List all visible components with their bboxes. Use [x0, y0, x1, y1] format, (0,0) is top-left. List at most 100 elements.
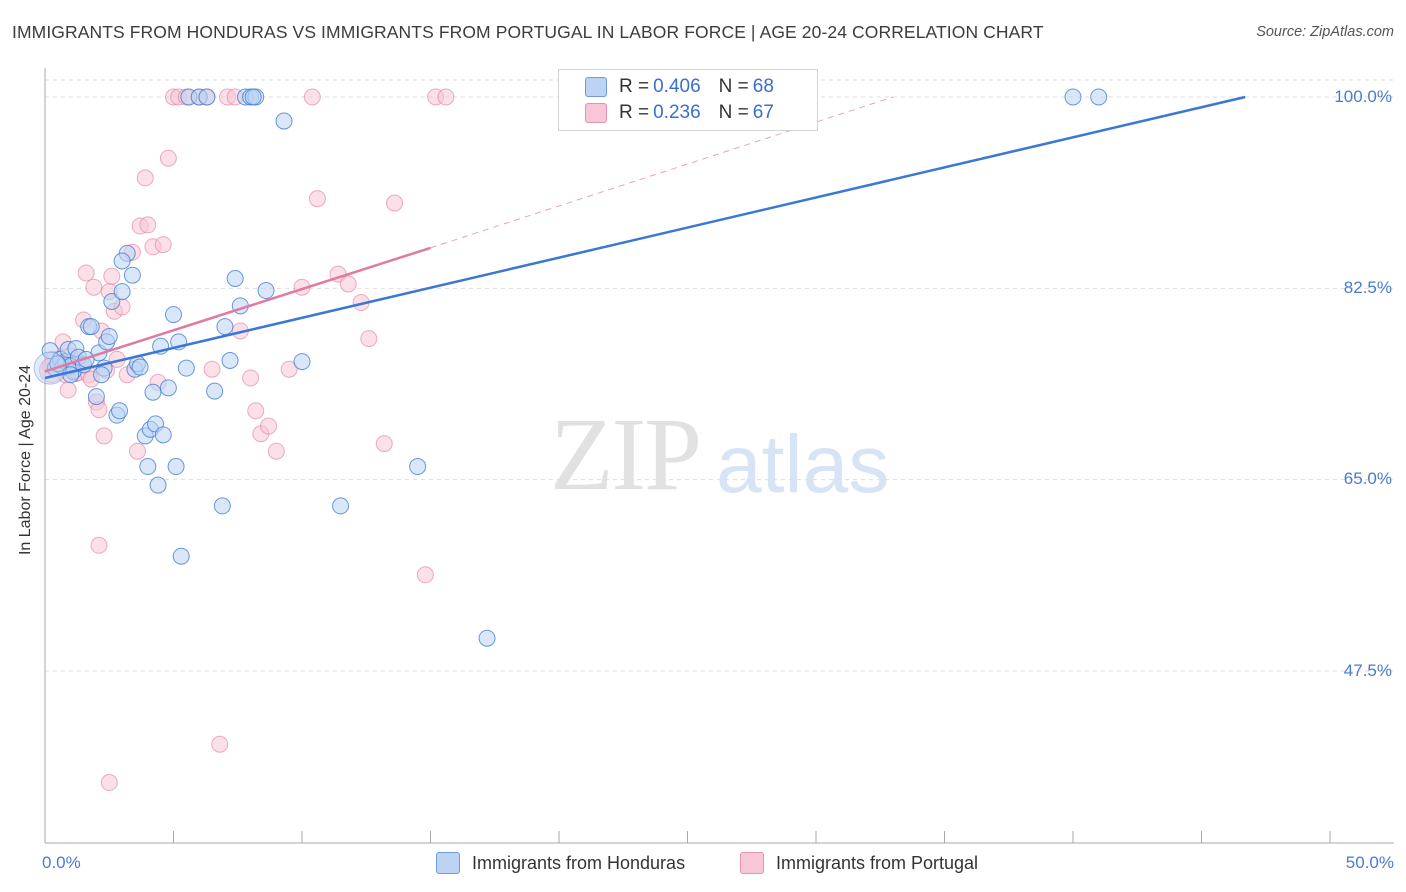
honduras-point: [154, 426, 172, 444]
axes: [44, 68, 1394, 844]
legend-row-portugal: R = 0.236 N = 67: [585, 101, 774, 125]
honduras-point: [149, 476, 167, 494]
honduras-point: [123, 266, 141, 284]
honduras-point: [213, 497, 231, 515]
portugal-point: [416, 566, 434, 584]
portugal-point: [360, 330, 378, 348]
honduras-point: [244, 88, 262, 106]
honduras-point: [172, 547, 190, 565]
honduras-point: [93, 366, 111, 384]
honduras-point: [409, 458, 427, 476]
y-tick-label: 100.0%: [1334, 87, 1392, 106]
y-tick-label: 65.0%: [1343, 469, 1392, 488]
portugal-swatch: [740, 852, 764, 874]
honduras-point: [1090, 88, 1108, 106]
portugal-point: [308, 190, 326, 208]
n-value: 67: [752, 102, 774, 123]
portugal-point: [95, 427, 113, 445]
legend-label: Immigrants from Honduras: [472, 852, 686, 873]
honduras-point: [131, 358, 149, 376]
portugal-point: [211, 735, 229, 753]
n-value: 68: [752, 76, 774, 97]
portugal-point: [280, 360, 298, 378]
honduras-point: [216, 318, 234, 336]
portugal-point: [375, 435, 393, 453]
portugal-point: [139, 216, 157, 234]
source-credit: Source: ZipAtlas.com: [1256, 24, 1394, 40]
honduras-point: [139, 458, 157, 476]
n-label: N =: [718, 76, 749, 97]
honduras-point: [226, 269, 244, 287]
honduras-swatch: [436, 852, 460, 874]
portugal-point: [154, 236, 172, 254]
y-axis-label: In Labor Force | Age 20-24: [17, 364, 34, 556]
honduras-point: [257, 282, 275, 300]
honduras-point: [332, 497, 350, 515]
portugal-point: [159, 149, 177, 167]
honduras-point: [144, 383, 162, 401]
portugal-trend-extension: [430, 96, 894, 249]
portugal-point: [260, 417, 278, 435]
chart-title: IMMIGRANTS FROM HONDURAS VS IMMIGRANTS F…: [12, 22, 1044, 42]
honduras-point: [221, 351, 239, 369]
honduras-point: [82, 318, 100, 336]
portugal-point: [100, 774, 118, 792]
legend-label: Immigrants from Portugal: [776, 852, 979, 873]
honduras-point: [293, 353, 311, 371]
y-tick-label: 82.5%: [1343, 278, 1392, 297]
x-tick-label-min: 0.0%: [42, 853, 81, 872]
honduras-point: [275, 112, 293, 130]
portugal-point: [136, 169, 154, 187]
honduras-trend-line: [44, 95, 1246, 380]
honduras-cluster-point: [33, 351, 67, 385]
honduras-point: [478, 629, 496, 647]
r-value: 0.406: [653, 76, 701, 97]
watermark-zip: ZIP: [550, 397, 702, 512]
legend-row-honduras: R = 0.406 N = 68: [585, 75, 774, 99]
watermark-atlas: atlas: [716, 419, 890, 510]
stats-legend: R = 0.406 N = 68 R = 0.236 N = 67: [558, 69, 818, 131]
honduras-point: [113, 283, 131, 301]
portugal-point: [59, 381, 77, 399]
portugal-point: [437, 88, 455, 106]
honduras-point: [159, 379, 177, 397]
honduras-point: [165, 306, 182, 324]
portugal-swatch: [585, 103, 607, 123]
honduras-point: [1064, 88, 1082, 106]
portugal-points: [38, 88, 455, 792]
r-value: 0.236: [653, 102, 701, 123]
n-label: N =: [718, 102, 749, 123]
honduras-point: [198, 88, 216, 106]
portugal-point: [85, 278, 103, 296]
portugal-point: [77, 264, 95, 282]
portugal-point: [203, 360, 221, 378]
portugal-point: [386, 194, 404, 212]
honduras-point: [206, 382, 224, 400]
trend-lines: [44, 95, 1246, 380]
r-label: R =: [619, 76, 650, 97]
honduras-point: [113, 252, 131, 270]
x-tick-label-max: 50.0%: [1345, 853, 1394, 872]
portugal-point: [339, 275, 357, 293]
honduras-point: [111, 402, 129, 420]
portugal-trend-line: [44, 246, 431, 373]
honduras-swatch: [585, 77, 607, 97]
portugal-point: [103, 267, 121, 285]
portugal-point: [247, 402, 265, 420]
honduras-points: [33, 88, 1108, 647]
honduras-point: [167, 458, 185, 476]
portugal-point: [90, 536, 108, 554]
honduras-point: [103, 292, 121, 310]
y-tick-label: 47.5%: [1343, 661, 1392, 680]
r-label: R =: [619, 102, 650, 123]
legend-item-honduras[interactable]: Immigrants from Honduras: [436, 852, 685, 874]
portugal-point: [267, 442, 285, 460]
portugal-point: [129, 442, 147, 460]
portugal-point: [242, 369, 260, 387]
honduras-point: [100, 327, 118, 345]
legend-item-portugal[interactable]: Immigrants from Portugal: [740, 852, 978, 874]
portugal-point: [303, 88, 321, 106]
honduras-point: [177, 359, 195, 377]
honduras-point: [87, 388, 105, 406]
